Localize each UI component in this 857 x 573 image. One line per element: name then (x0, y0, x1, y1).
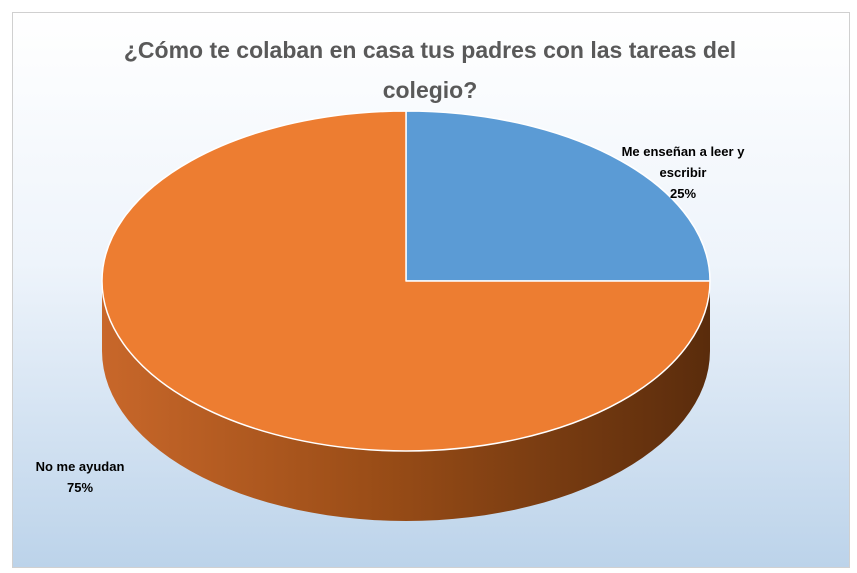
pie-slice (405, 110, 711, 282)
value-label: 25% (669, 186, 697, 201)
value-label: 75% (66, 480, 94, 495)
chart-title: ¿Cómo te colaban en casa tus padres con … (123, 37, 737, 103)
data-label: Me enseñan a leer y escribir 25% (621, 141, 745, 204)
pie-slice (101, 110, 711, 452)
pie-side (102, 281, 710, 521)
data-label: No me ayudan 75% (18, 456, 142, 498)
category-label: Me enseñan a leer y escribir (621, 144, 745, 180)
category-label: No me ayudan (35, 459, 125, 474)
